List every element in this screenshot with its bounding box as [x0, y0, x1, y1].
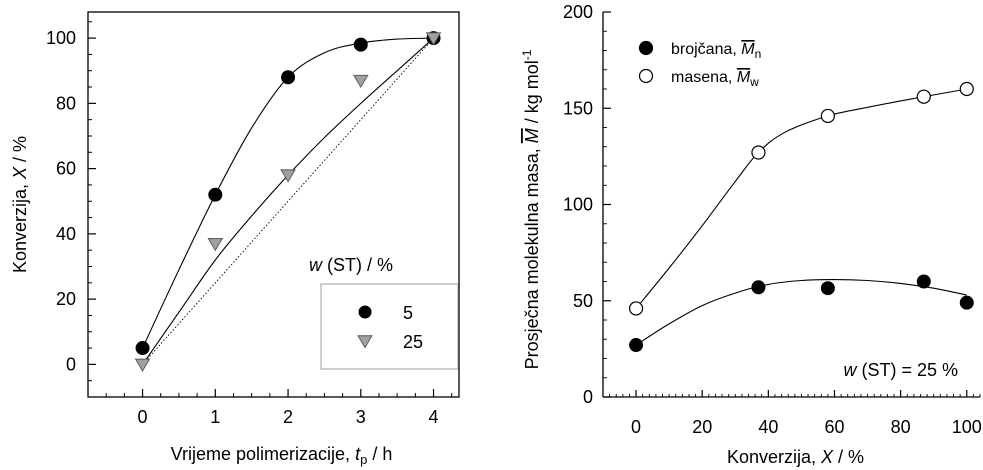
x-axis-title-symbol: X: [820, 447, 834, 467]
data-point-series-25: [353, 74, 369, 89]
y-axis-title: Prosječna molekulna masa, M / kg mol-1: [520, 49, 542, 369]
x-tick-label: 2: [283, 407, 293, 427]
data-point-series-25: [207, 237, 224, 252]
legend-marker-broj-ana: [638, 40, 654, 56]
legend-label-subscript: w: [749, 75, 759, 89]
annotation-w-st: w (ST) = 25 %: [843, 360, 958, 380]
data-point-series-masena: [628, 301, 644, 316]
y-axis-title-suffix: / %: [10, 136, 30, 167]
y-tick-label: 0: [66, 354, 76, 374]
fit-curve-series-masena: [635, 88, 967, 309]
y-tick-label: 150: [563, 98, 593, 118]
fit-curve-series-5: [142, 37, 434, 349]
legend-title-symbol: w: [309, 255, 323, 275]
legend-label-symbol: M: [741, 41, 755, 58]
y-tick-label: 80: [56, 93, 76, 113]
annotation-rest: (ST) = 25 %: [856, 360, 958, 380]
fit-curve-series-broj-ana: [635, 279, 967, 346]
legend-label-masena: masena, Mw: [671, 69, 759, 89]
data-point-series-masena: [916, 89, 931, 104]
data-point-series-broj-ana: [916, 274, 931, 289]
y-tick-label: 100: [563, 195, 593, 215]
y-axis-title-superscript: -1: [520, 49, 534, 60]
legend-label-broj-ana: brojčana, Mn: [671, 41, 761, 61]
legend-box: [320, 283, 459, 370]
x-axis-title-symbol: t: [355, 444, 361, 464]
data-point-series-broj-ana: [820, 281, 835, 296]
x-tick-label: 1: [210, 407, 220, 427]
data-point-series-5: [281, 70, 296, 85]
y-axis-title-symbol: M: [522, 128, 542, 143]
x-tick-label: 4: [429, 407, 439, 427]
legend-title: w (ST) / %: [309, 255, 393, 275]
data-point-series-broj-ana: [629, 338, 644, 353]
data-point-series-broj-ana: [751, 280, 766, 295]
data-point-series-masena: [959, 81, 974, 97]
legend-label-subscript: n: [755, 47, 762, 61]
x-axis-title-prefix: Vrijeme polimerizacije,: [171, 444, 355, 464]
x-tick-label: 80: [891, 417, 911, 437]
data-point-series-broj-ana: [959, 295, 974, 310]
x-axis-title: Vrijeme polimerizacije, tp / h: [171, 444, 393, 467]
y-tick-label: 100: [46, 28, 76, 48]
data-point-series-5: [135, 341, 150, 356]
legend-marker-5: [358, 305, 372, 319]
x-axis-title-suffix: / %: [833, 447, 864, 467]
y-axis-title-prefix: Prosječna molekulna masa,: [522, 143, 542, 369]
data-point-series-5: [353, 37, 368, 52]
y-tick-label: 50: [573, 291, 593, 311]
x-tick-label: 60: [824, 417, 844, 437]
legend-marker-25: [357, 335, 373, 349]
legend-label-text: brojčana,: [671, 41, 741, 58]
legend-title-rest: (ST) / %: [322, 255, 393, 275]
y-tick-label: 20: [56, 289, 76, 309]
x-tick-label: 100: [952, 417, 982, 437]
data-point-series-25: [134, 358, 151, 372]
x-tick-label: 0: [631, 417, 641, 437]
legend-marker-masena: [638, 68, 654, 84]
y-tick-label: 0: [583, 387, 593, 407]
y-axis-title-suffix: / kg mol: [522, 60, 542, 128]
data-point-series-25: [280, 169, 296, 183]
legend-label-text: masena,: [671, 69, 737, 86]
legend-label-5: 5: [403, 303, 413, 323]
x-tick-label: 3: [356, 407, 366, 427]
data-point-series-5: [208, 187, 223, 202]
data-point-series-masena: [751, 145, 766, 160]
reference-line: [142, 37, 434, 365]
x-axis-title-suffix: / h: [367, 444, 392, 464]
y-tick-label: 200: [563, 2, 593, 22]
x-axis-title-subscript: p: [360, 452, 367, 467]
x-tick-label: 20: [692, 417, 712, 437]
y-tick-label: 60: [56, 159, 76, 179]
molar-mass-vs-conversion-chart: 0 20 40 60 80 100 0 50 100 150 200 Konverzija, X / …: [520, 2, 982, 467]
y-axis-title-symbol: X: [10, 166, 30, 180]
data-point-series-25: [425, 32, 442, 46]
x-axis-title: Konverzija, X / %: [727, 447, 864, 467]
y-axis-title-prefix: Konverzija,: [10, 179, 30, 273]
annotation-symbol: w: [843, 360, 857, 380]
x-tick-label: 0: [138, 407, 148, 427]
data-point-series-masena: [820, 108, 835, 124]
x-tick-label: 40: [758, 417, 778, 437]
y-tick-label: 40: [56, 224, 76, 244]
legend-label-25: 25: [403, 332, 423, 352]
y-axis-title: Konverzija, X / %: [10, 136, 30, 273]
x-axis-title-prefix: Konverzija,: [727, 447, 821, 467]
plot-frame: [87, 11, 460, 398]
legend-label-symbol: M: [737, 69, 751, 86]
